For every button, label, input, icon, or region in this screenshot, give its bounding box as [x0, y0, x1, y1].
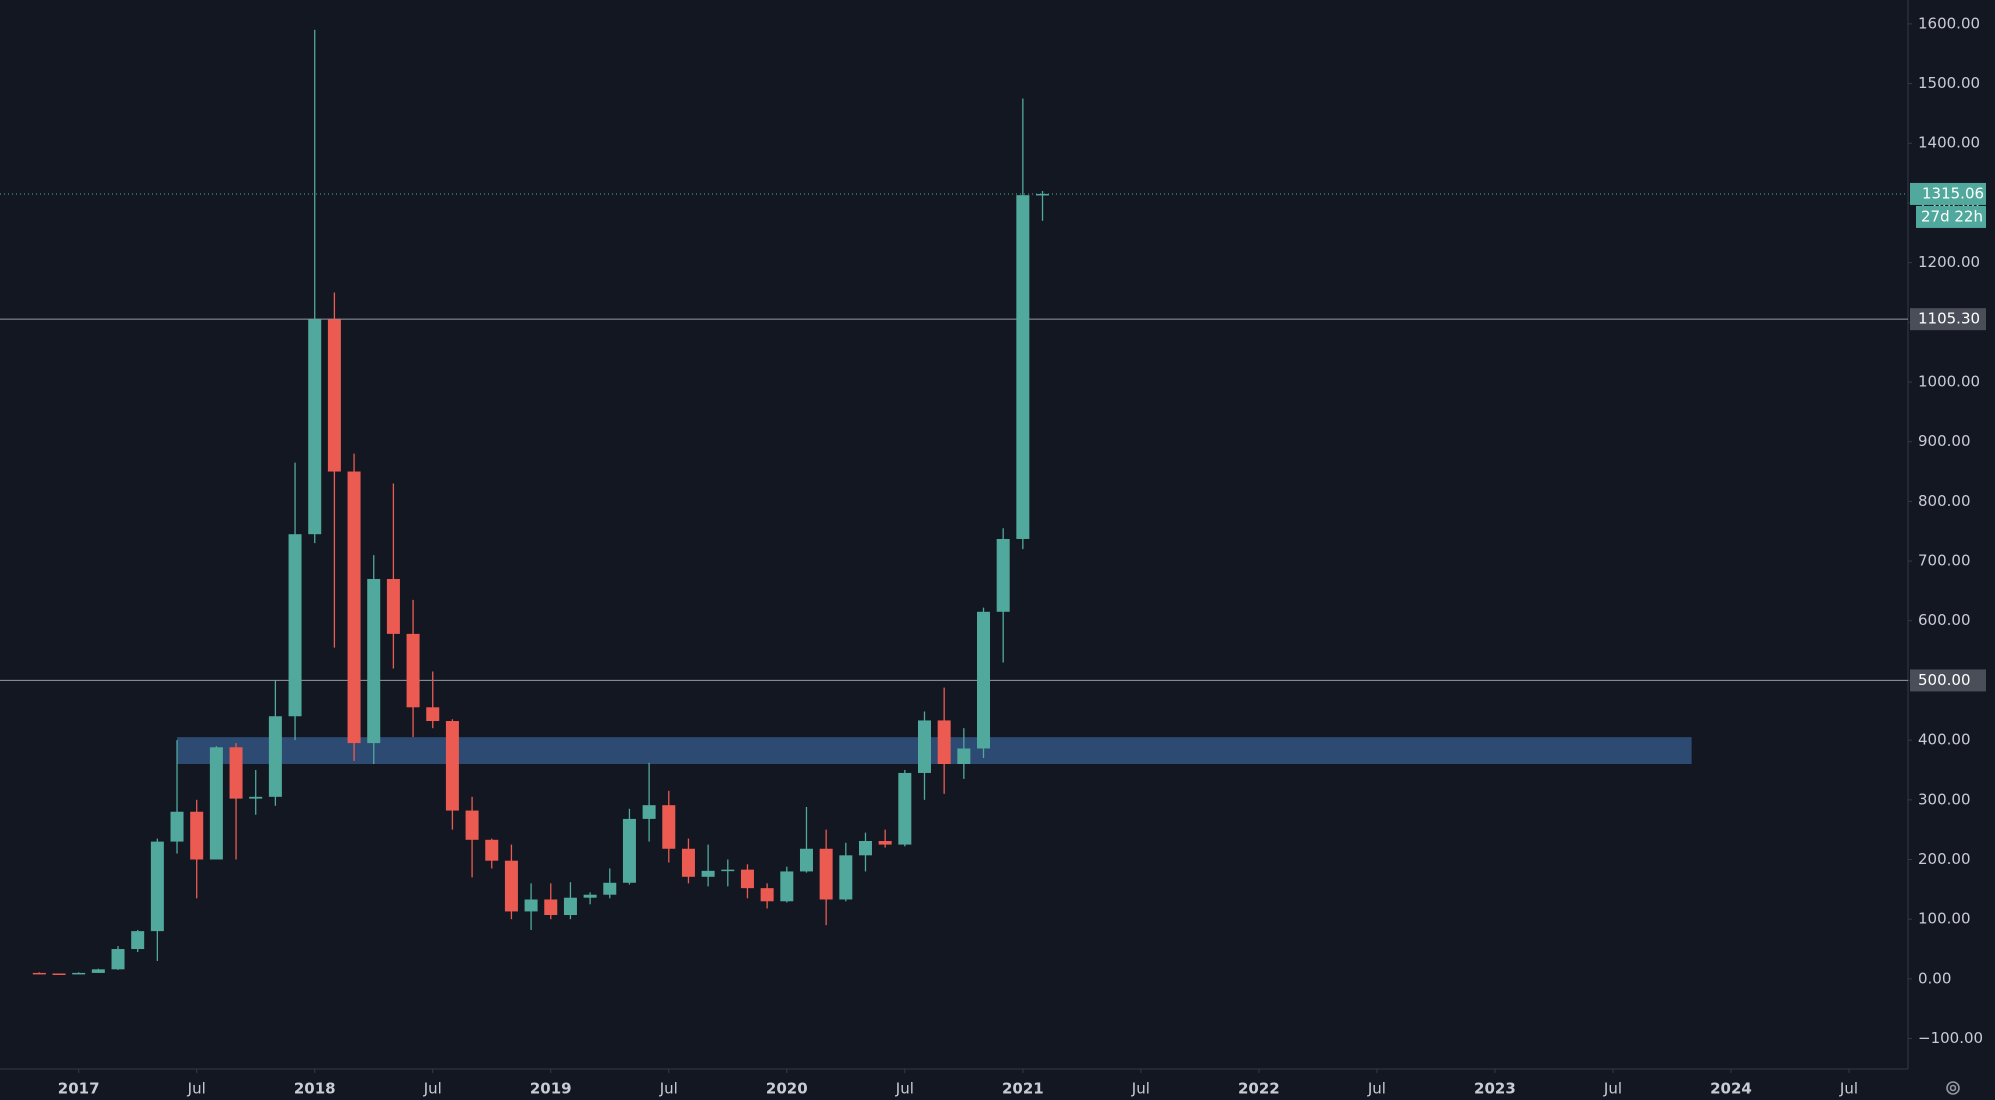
- last-price-box: [1910, 182, 1986, 205]
- candle-body: [445, 721, 459, 811]
- candle-body: [72, 972, 86, 975]
- last-price-label: 1315.06: [1922, 184, 1984, 202]
- x-tick-label: Jul: [659, 1080, 678, 1098]
- x-tick-label: 2021: [1002, 1080, 1044, 1098]
- candle-body: [465, 810, 479, 840]
- x-tick-label: Jul: [423, 1080, 442, 1098]
- candle-body: [544, 899, 558, 916]
- gear-hub: [1949, 1084, 1957, 1092]
- candle-body: [583, 894, 597, 898]
- candle-body: [288, 534, 302, 717]
- x-tick-label: Jul: [1603, 1080, 1622, 1098]
- candle-body: [760, 888, 774, 902]
- candle-body: [367, 578, 381, 744]
- price-label: 500.00: [1918, 671, 1971, 689]
- candle-body: [603, 882, 617, 895]
- candle-body: [642, 805, 656, 819]
- candle-body: [190, 811, 204, 860]
- y-tick-label: 100.00: [1918, 910, 1971, 928]
- candle-body: [996, 538, 1010, 612]
- x-tick-label: 2017: [58, 1080, 100, 1098]
- y-tick-label: 1400.00: [1918, 134, 1980, 152]
- countdown-label: 27d 22h: [1921, 207, 1983, 225]
- candle-body: [52, 973, 66, 976]
- x-tick-label: Jul: [895, 1080, 914, 1098]
- candle-body: [898, 772, 912, 845]
- x-tick-label: 2019: [530, 1080, 572, 1098]
- y-tick-label: 600.00: [1918, 611, 1971, 629]
- candle-body: [131, 931, 145, 950]
- candle-body: [347, 471, 361, 744]
- candle-body: [563, 897, 577, 916]
- price-label: 1105.30: [1918, 310, 1980, 328]
- candle-body: [1036, 193, 1050, 196]
- candle-body: [327, 319, 341, 472]
- support-zone: [177, 737, 1692, 764]
- candle-body: [681, 848, 695, 877]
- x-tick-label: 2018: [294, 1080, 336, 1098]
- y-tick-label: 0.00: [1918, 969, 1951, 987]
- y-tick-label: 1200.00: [1918, 253, 1980, 271]
- candle-body: [150, 841, 164, 932]
- y-tick-label: 1500.00: [1918, 74, 1980, 92]
- y-tick-label: −100.00: [1918, 1029, 1983, 1047]
- candle-body: [111, 949, 125, 970]
- candle-body: [1016, 195, 1030, 539]
- candle-body: [524, 899, 538, 912]
- x-tick-label: 2020: [766, 1080, 808, 1098]
- candle-body: [819, 848, 833, 900]
- candle-body: [780, 871, 794, 902]
- candle-body: [957, 748, 971, 764]
- candle-body: [485, 839, 499, 861]
- candle-body: [799, 848, 813, 872]
- y-tick-label: 1600.00: [1918, 14, 1980, 32]
- candle-body: [386, 578, 400, 634]
- settings-icon[interactable]: [1946, 1081, 1960, 1095]
- plot: [0, 29, 1908, 976]
- y-tick-label: 900.00: [1918, 432, 1971, 450]
- countdown-box: [1916, 205, 1986, 228]
- y-tick-label: 300.00: [1918, 790, 1971, 808]
- price-label-box: [1910, 308, 1986, 331]
- candle-body: [308, 319, 322, 535]
- y-tick-label: 400.00: [1918, 731, 1971, 749]
- candle-body: [858, 840, 872, 856]
- candle-body: [170, 811, 184, 842]
- candle-body: [721, 869, 735, 872]
- candle-body: [268, 716, 282, 797]
- candle-body: [249, 796, 263, 799]
- candle-body: [504, 860, 518, 912]
- x-tick-label: 2022: [1238, 1080, 1280, 1098]
- price-label-box: [1910, 669, 1986, 692]
- x-tick-label: Jul: [1131, 1080, 1150, 1098]
- candle-body: [32, 972, 46, 975]
- candle-body: [701, 870, 715, 877]
- candle-body: [209, 747, 223, 860]
- x-tick-label: Jul: [187, 1080, 206, 1098]
- candle-body: [839, 855, 853, 900]
- x-tick-label: 2024: [1710, 1080, 1752, 1098]
- candle-body: [878, 840, 892, 845]
- candle-body: [229, 747, 243, 799]
- y-tick-label: 800.00: [1918, 492, 1971, 510]
- candle-body: [937, 720, 951, 764]
- candle-body: [622, 818, 636, 883]
- candle-body: [740, 869, 754, 889]
- candle-body: [426, 707, 440, 722]
- y-tick-label: 200.00: [1918, 850, 1971, 868]
- candle-body: [406, 633, 420, 708]
- candle-body: [917, 720, 931, 773]
- candle-body: [91, 969, 105, 973]
- candle-body: [662, 805, 676, 849]
- y-tick-label: 700.00: [1918, 552, 1971, 570]
- x-tick-label: Jul: [1367, 1080, 1386, 1098]
- candle-body: [977, 611, 991, 749]
- gear-ring: [1946, 1081, 1960, 1095]
- y-tick-label: 1000.00: [1918, 372, 1980, 390]
- x-tick-label: 2023: [1474, 1080, 1516, 1098]
- x-tick-label: Jul: [1839, 1080, 1858, 1098]
